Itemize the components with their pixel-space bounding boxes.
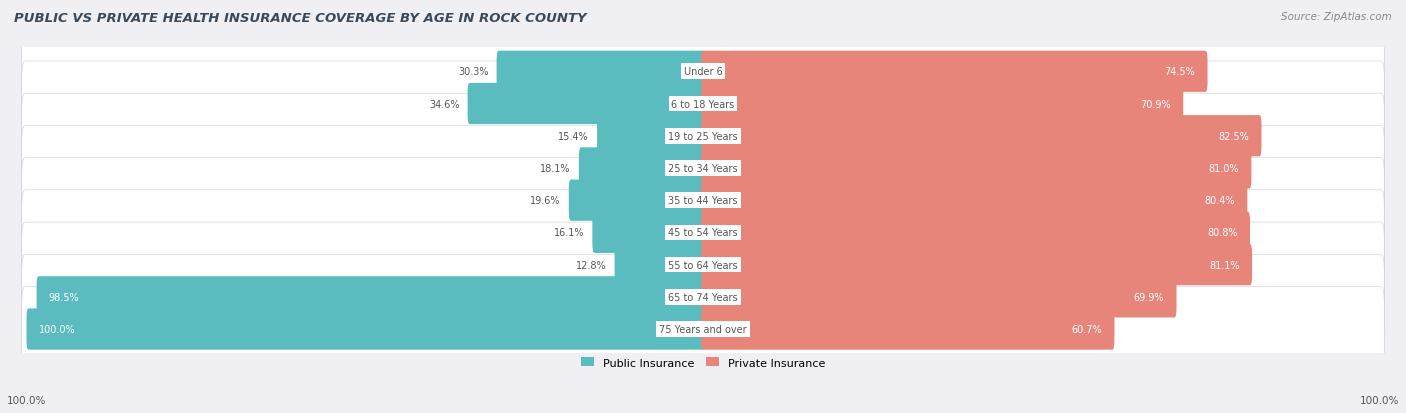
FancyBboxPatch shape xyxy=(702,180,1247,221)
Text: 81.0%: 81.0% xyxy=(1209,164,1239,173)
FancyBboxPatch shape xyxy=(21,158,1385,243)
FancyBboxPatch shape xyxy=(468,84,704,125)
Text: 16.1%: 16.1% xyxy=(554,228,585,238)
FancyBboxPatch shape xyxy=(614,244,704,285)
Text: Source: ZipAtlas.com: Source: ZipAtlas.com xyxy=(1281,12,1392,22)
FancyBboxPatch shape xyxy=(21,190,1385,275)
FancyBboxPatch shape xyxy=(702,116,1261,157)
Text: 70.9%: 70.9% xyxy=(1140,99,1171,109)
Text: 60.7%: 60.7% xyxy=(1071,324,1102,334)
FancyBboxPatch shape xyxy=(702,148,1251,189)
Text: 30.3%: 30.3% xyxy=(458,67,488,77)
FancyBboxPatch shape xyxy=(21,94,1385,179)
Text: 55 to 64 Years: 55 to 64 Years xyxy=(668,260,738,270)
Text: 15.4%: 15.4% xyxy=(558,131,589,141)
FancyBboxPatch shape xyxy=(21,126,1385,211)
FancyBboxPatch shape xyxy=(598,116,704,157)
FancyBboxPatch shape xyxy=(579,148,704,189)
Text: 82.5%: 82.5% xyxy=(1219,131,1250,141)
Text: 65 to 74 Years: 65 to 74 Years xyxy=(668,292,738,302)
Text: 80.8%: 80.8% xyxy=(1208,228,1237,238)
Text: 100.0%: 100.0% xyxy=(38,324,76,334)
Text: 35 to 44 Years: 35 to 44 Years xyxy=(668,196,738,206)
Text: 69.9%: 69.9% xyxy=(1133,292,1164,302)
FancyBboxPatch shape xyxy=(702,212,1250,254)
Text: 34.6%: 34.6% xyxy=(429,99,460,109)
FancyBboxPatch shape xyxy=(702,84,1184,125)
FancyBboxPatch shape xyxy=(21,287,1385,372)
Text: 81.1%: 81.1% xyxy=(1209,260,1240,270)
Text: 6 to 18 Years: 6 to 18 Years xyxy=(672,99,734,109)
FancyBboxPatch shape xyxy=(37,277,704,318)
Text: 19.6%: 19.6% xyxy=(530,196,561,206)
Text: PUBLIC VS PRIVATE HEALTH INSURANCE COVERAGE BY AGE IN ROCK COUNTY: PUBLIC VS PRIVATE HEALTH INSURANCE COVER… xyxy=(14,12,586,25)
Text: 18.1%: 18.1% xyxy=(540,164,571,173)
Text: Under 6: Under 6 xyxy=(683,67,723,77)
Legend: Public Insurance, Private Insurance: Public Insurance, Private Insurance xyxy=(576,353,830,372)
Text: 80.4%: 80.4% xyxy=(1205,196,1236,206)
Text: 25 to 34 Years: 25 to 34 Years xyxy=(668,164,738,173)
Text: 74.5%: 74.5% xyxy=(1164,67,1195,77)
FancyBboxPatch shape xyxy=(21,255,1385,339)
FancyBboxPatch shape xyxy=(702,244,1253,285)
FancyBboxPatch shape xyxy=(21,30,1385,114)
FancyBboxPatch shape xyxy=(569,180,704,221)
FancyBboxPatch shape xyxy=(21,62,1385,147)
Text: 19 to 25 Years: 19 to 25 Years xyxy=(668,131,738,141)
Text: 12.8%: 12.8% xyxy=(576,260,606,270)
Text: 100.0%: 100.0% xyxy=(7,395,46,405)
FancyBboxPatch shape xyxy=(27,309,704,350)
FancyBboxPatch shape xyxy=(21,223,1385,307)
Text: 45 to 54 Years: 45 to 54 Years xyxy=(668,228,738,238)
Text: 75 Years and over: 75 Years and over xyxy=(659,324,747,334)
Text: 98.5%: 98.5% xyxy=(49,292,79,302)
FancyBboxPatch shape xyxy=(496,52,704,93)
FancyBboxPatch shape xyxy=(702,277,1177,318)
FancyBboxPatch shape xyxy=(702,52,1208,93)
FancyBboxPatch shape xyxy=(702,309,1115,350)
FancyBboxPatch shape xyxy=(592,212,704,254)
Text: 100.0%: 100.0% xyxy=(1360,395,1399,405)
